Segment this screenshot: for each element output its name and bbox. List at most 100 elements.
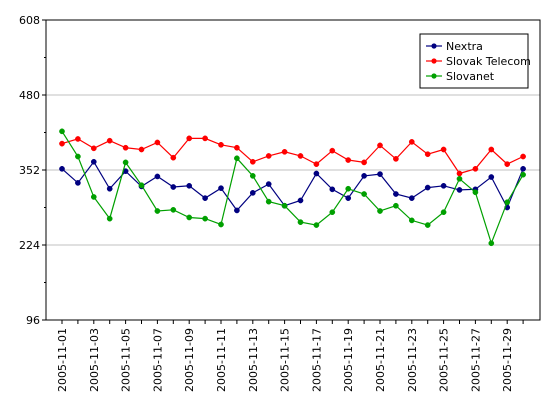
data-point bbox=[59, 140, 65, 147]
data-point bbox=[472, 165, 479, 172]
data-point bbox=[170, 184, 177, 190]
data-point bbox=[504, 161, 511, 167]
data-point bbox=[218, 141, 224, 148]
data-point bbox=[265, 153, 272, 159]
data-point bbox=[202, 215, 208, 222]
x-tick-label: 2005-11-17 bbox=[310, 328, 323, 392]
legend-marker bbox=[431, 73, 437, 79]
x-tick-label: 2005-11-23 bbox=[406, 328, 419, 392]
data-point bbox=[249, 158, 256, 165]
legend-label: Slovak Telecom bbox=[446, 55, 531, 68]
data-point bbox=[202, 195, 208, 201]
data-point bbox=[75, 153, 81, 160]
data-point bbox=[90, 194, 97, 200]
data-point bbox=[122, 144, 129, 151]
y-tick-label: 96 bbox=[26, 314, 40, 327]
data-point bbox=[186, 214, 193, 221]
data-point bbox=[329, 147, 336, 154]
legend-label: Nextra bbox=[446, 40, 483, 53]
data-point bbox=[504, 199, 511, 206]
x-tick-label: 2005-11-15 bbox=[279, 328, 292, 392]
data-point bbox=[297, 153, 304, 159]
data-point bbox=[488, 146, 495, 153]
y-tick-label: 480 bbox=[19, 89, 40, 102]
data-point bbox=[170, 154, 177, 161]
data-point bbox=[329, 186, 336, 193]
data-point bbox=[424, 184, 431, 191]
data-point bbox=[281, 202, 288, 209]
data-point bbox=[122, 159, 129, 166]
data-point bbox=[234, 207, 240, 214]
data-point bbox=[393, 156, 399, 162]
data-point bbox=[59, 128, 65, 135]
data-point bbox=[234, 155, 240, 162]
data-point bbox=[408, 217, 415, 224]
data-point bbox=[456, 170, 463, 177]
data-point bbox=[154, 173, 161, 180]
data-point bbox=[408, 139, 415, 145]
data-point bbox=[90, 145, 97, 152]
data-point bbox=[249, 190, 256, 196]
legend-marker bbox=[431, 58, 437, 64]
data-point bbox=[520, 165, 526, 172]
data-point bbox=[75, 136, 81, 142]
data-point bbox=[456, 187, 463, 193]
data-point bbox=[265, 198, 272, 205]
data-point bbox=[138, 146, 145, 153]
data-point bbox=[520, 153, 526, 160]
data-point bbox=[297, 219, 304, 225]
data-point bbox=[393, 202, 399, 209]
data-point bbox=[440, 182, 447, 189]
data-point bbox=[138, 182, 145, 189]
data-point bbox=[345, 157, 352, 163]
data-point bbox=[377, 171, 383, 177]
data-point bbox=[90, 158, 97, 165]
x-tick-label: 2005-11-13 bbox=[247, 328, 260, 392]
legend: Nextra Slovak Telecom Slovanet bbox=[419, 33, 531, 89]
data-point bbox=[218, 221, 224, 228]
data-point bbox=[218, 185, 224, 192]
data-point bbox=[281, 148, 288, 155]
data-point bbox=[377, 208, 383, 214]
data-point bbox=[75, 180, 81, 186]
x-tick-label: 2005-11-21 bbox=[374, 328, 387, 392]
data-point bbox=[234, 144, 240, 151]
data-point bbox=[488, 174, 495, 180]
data-point bbox=[472, 189, 479, 196]
x-tick-label: 2005-11-29 bbox=[501, 328, 514, 392]
series-line bbox=[61, 130, 524, 246]
data-point bbox=[424, 151, 431, 158]
x-tick-label: 2005-11-05 bbox=[120, 328, 133, 392]
data-point bbox=[361, 173, 367, 179]
x-tick-label: 2005-11-27 bbox=[469, 328, 482, 392]
x-tick-label: 2005-11-01 bbox=[56, 328, 69, 392]
x-tick-label: 2005-11-07 bbox=[151, 328, 164, 392]
data-point bbox=[329, 209, 336, 216]
data-point bbox=[345, 195, 352, 201]
data-point bbox=[488, 240, 495, 247]
data-point bbox=[106, 185, 113, 192]
x-tick-label: 2005-11-09 bbox=[183, 328, 196, 392]
data-point bbox=[59, 165, 65, 172]
data-point bbox=[313, 222, 320, 228]
data-point bbox=[361, 191, 367, 197]
data-point bbox=[520, 171, 526, 178]
data-point bbox=[440, 146, 447, 153]
data-point bbox=[456, 175, 463, 182]
y-tick-label: 352 bbox=[19, 164, 40, 177]
data-point bbox=[345, 185, 352, 192]
data-point bbox=[154, 139, 161, 146]
data-point bbox=[361, 159, 367, 166]
x-tick-label: 2005-11-11 bbox=[215, 328, 228, 392]
data-point bbox=[106, 215, 113, 222]
data-point bbox=[265, 181, 272, 187]
x-tick-label: 2005-11-25 bbox=[438, 328, 451, 392]
axes: 96 224 352 480 608 2005-11-01 2005-11-03 2005-1… bbox=[19, 14, 524, 392]
data-point bbox=[377, 142, 383, 149]
data-point bbox=[408, 195, 415, 201]
data-point bbox=[440, 209, 447, 216]
series-lines bbox=[59, 128, 526, 247]
data-point bbox=[186, 135, 193, 142]
